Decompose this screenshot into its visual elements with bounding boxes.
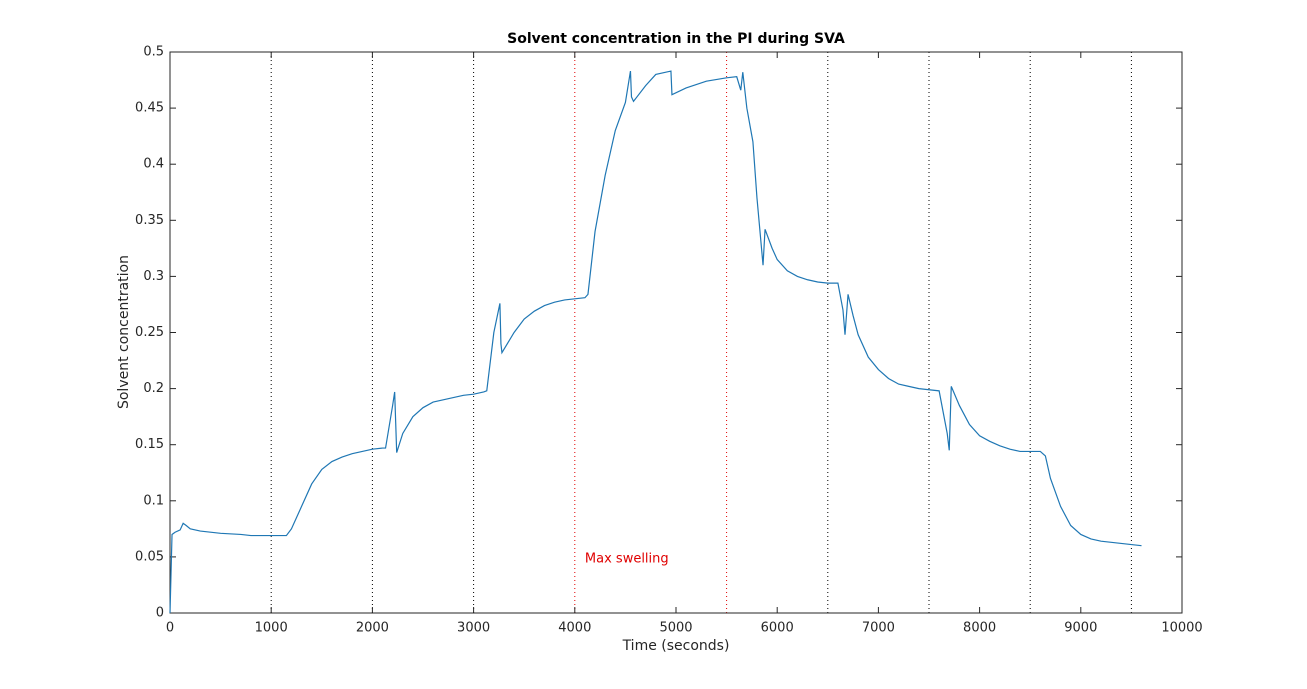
y-tick-label: 0.2	[143, 381, 164, 396]
y-tick-label: 0.5	[143, 45, 164, 60]
data-line	[169, 70, 1142, 614]
x-tick-label: 7000	[862, 621, 895, 636]
annotation: Max swelling	[585, 552, 669, 567]
x-tick-label: 3000	[457, 621, 490, 636]
y-tick-label: 0.1	[143, 493, 164, 508]
x-tick-label: 1000	[255, 621, 288, 636]
y-tick-label: 0.45	[135, 101, 164, 116]
y-tick-label: 0.3	[143, 269, 164, 284]
x-tick-label: 9000	[1064, 621, 1097, 636]
x-tick-label: 4000	[558, 621, 591, 636]
y-tick-label: 0.25	[135, 325, 164, 340]
y-tick-label: 0.05	[135, 549, 164, 564]
chart-title: Solvent concentration in the PI during S…	[507, 31, 845, 47]
x-tick-label: 6000	[761, 621, 794, 636]
y-tick-label: 0	[156, 606, 164, 621]
x-tick-label: 10000	[1161, 621, 1202, 636]
plot-frame	[169, 51, 1183, 614]
y-tick-label: 0.4	[143, 157, 164, 172]
y-tick-label: 0.35	[135, 213, 164, 228]
x-tick-label: 2000	[356, 621, 389, 636]
x-tick-label: 8000	[963, 621, 996, 636]
x-tick-label: 5000	[659, 621, 692, 636]
x-tick-label: 0	[166, 621, 174, 636]
x-axis-label: Time (seconds)	[622, 638, 730, 654]
y-tick-label: 0.15	[135, 437, 164, 452]
y-axis-label: Solvent concentration	[116, 255, 132, 409]
